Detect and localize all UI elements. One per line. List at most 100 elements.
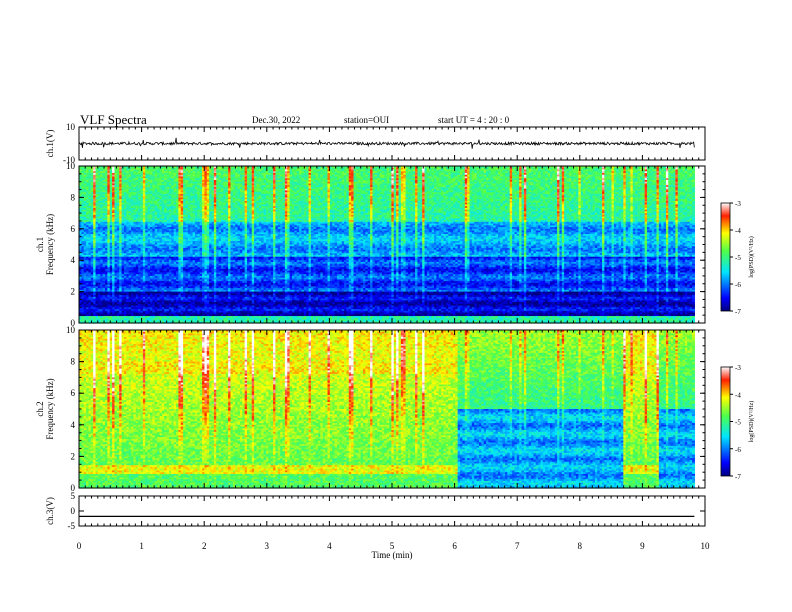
- spectrogram-cell: [88, 242, 92, 246]
- spectrogram-cell: [81, 284, 85, 287]
- spectrogram-cell: [90, 254, 94, 258]
- spectrogram-cell: [93, 181, 97, 185]
- spectrogram-cell: [86, 263, 90, 267]
- spectrogram-cell: [88, 223, 92, 226]
- spectrogram-cell: [83, 211, 87, 214]
- spectrogram-cell: [88, 275, 92, 279]
- spectrogram-cell: [90, 298, 94, 301]
- spectrogram-cell: [79, 260, 82, 263]
- spectrogram-cell: [90, 185, 94, 188]
- spectrogram-cell: [81, 237, 85, 240]
- spectrogram-cell: [90, 207, 94, 211]
- spectrogram-cell: [88, 216, 92, 219]
- spectrogram-cell: [83, 254, 87, 258]
- spectrogram-cell: [93, 195, 97, 198]
- spectrogram-cell: [81, 225, 85, 228]
- spectrogram-cell: [83, 249, 87, 253]
- spectrogram-cell: [86, 223, 90, 226]
- spectrogram-cell: [88, 190, 92, 193]
- spectrogram-cell: [83, 274, 87, 277]
- spectrogram-cell: [79, 274, 82, 277]
- spectrogram-cell: [81, 172, 85, 176]
- spectrogram-cell: [90, 274, 94, 277]
- spectrogram-cell: [83, 221, 87, 225]
- spectrogram-cell: [90, 228, 94, 232]
- spectrogram-cell: [86, 216, 90, 219]
- spectrogram-cell: [79, 256, 82, 260]
- spectrogram-cell: [88, 312, 92, 315]
- spectrogram-cell: [83, 183, 87, 186]
- spectrogram-cell: [90, 288, 94, 291]
- spectrogram-cell: [79, 289, 82, 293]
- spectrogram-cell: [93, 274, 97, 277]
- spectrogram-cell: [79, 176, 82, 179]
- spectrogram-cell: [86, 289, 90, 293]
- spectrogram-cell: [81, 256, 85, 260]
- spectrogram-cell: [83, 289, 87, 293]
- spectrogram-cell: [83, 270, 87, 274]
- spectrogram-cell: [86, 242, 90, 246]
- spectrogram-cell: [79, 316, 82, 319]
- spectrogram-cell: [90, 192, 94, 195]
- spectrogram-cell: [83, 258, 87, 261]
- spectrogram-cell: [83, 316, 87, 319]
- spectrogram-cell: [83, 179, 87, 183]
- spectrogram-cell: [93, 272, 97, 275]
- spectrogram-cell: [86, 275, 90, 279]
- spectrogram-cell: [90, 307, 94, 310]
- spectrogram-cell: [81, 179, 85, 183]
- spectrogram-cell: [83, 267, 87, 270]
- spectrogram-cell: [83, 206, 87, 209]
- spectrogram-cell: [81, 253, 85, 256]
- spectrogram-cell: [86, 200, 90, 204]
- spectrogram-cell: [79, 228, 82, 232]
- spectrogram-cell: [81, 312, 85, 315]
- spectrogram-cell: [93, 228, 97, 232]
- spectrogram-cell: [83, 302, 87, 305]
- spectrogram-cell: [83, 199, 87, 202]
- spectrogram-cell: [79, 167, 82, 171]
- spectrogram-cell: [81, 281, 85, 284]
- y-tick-label: -10: [63, 155, 75, 165]
- spectrogram-cell: [81, 277, 85, 280]
- spectrogram-cell: [90, 223, 94, 226]
- spectrogram-cell: [83, 305, 87, 308]
- spectrogram-cell: [79, 181, 82, 185]
- spectrogram-cell: [88, 197, 92, 200]
- spectrogram-cell: [93, 260, 97, 263]
- spectrogram-cell: [86, 305, 90, 308]
- spectrogram-cell: [86, 265, 90, 268]
- ch1-spectrogram-cells: [79, 166, 695, 324]
- spectrogram-cell: [86, 267, 90, 270]
- spectrogram-cell: [79, 265, 82, 268]
- spectrogram-cell: [86, 291, 90, 294]
- spectrogram-cell: [93, 185, 97, 188]
- spectrogram-cell: [93, 254, 97, 258]
- spectrogram-cell: [90, 270, 94, 274]
- spectrogram-cell: [88, 247, 92, 251]
- spectrogram-cell: [93, 270, 97, 274]
- spectrogram-cell: [90, 268, 94, 272]
- spectrogram-cell: [81, 234, 85, 237]
- spectrogram-cell: [81, 268, 85, 272]
- spectrogram-cell: [88, 291, 92, 294]
- spectrogram-cell: [83, 167, 87, 171]
- spectrogram-cell: [83, 202, 87, 205]
- spectrogram-cell: [88, 183, 92, 186]
- spectrogram-cell: [90, 253, 94, 256]
- spectrogram-cell: [86, 181, 90, 185]
- spectrogram-cell: [93, 244, 97, 247]
- spectrogram-cell: [93, 178, 97, 181]
- spectrogram-cell: [90, 169, 94, 172]
- spectrogram-cell: [86, 169, 90, 172]
- spectrogram-cell: [90, 296, 94, 300]
- spectrogram-cell: [93, 188, 97, 192]
- spectrogram-cell: [86, 230, 90, 233]
- spectrogram-cell: [86, 254, 90, 258]
- spectrogram-cell: [88, 258, 92, 261]
- spectrogram-cell: [88, 207, 92, 211]
- spectrogram-cell: [83, 237, 87, 240]
- spectrogram-cell: [79, 197, 82, 200]
- spectrogram-cell: [93, 171, 97, 174]
- spectrogram-cell: [93, 167, 97, 171]
